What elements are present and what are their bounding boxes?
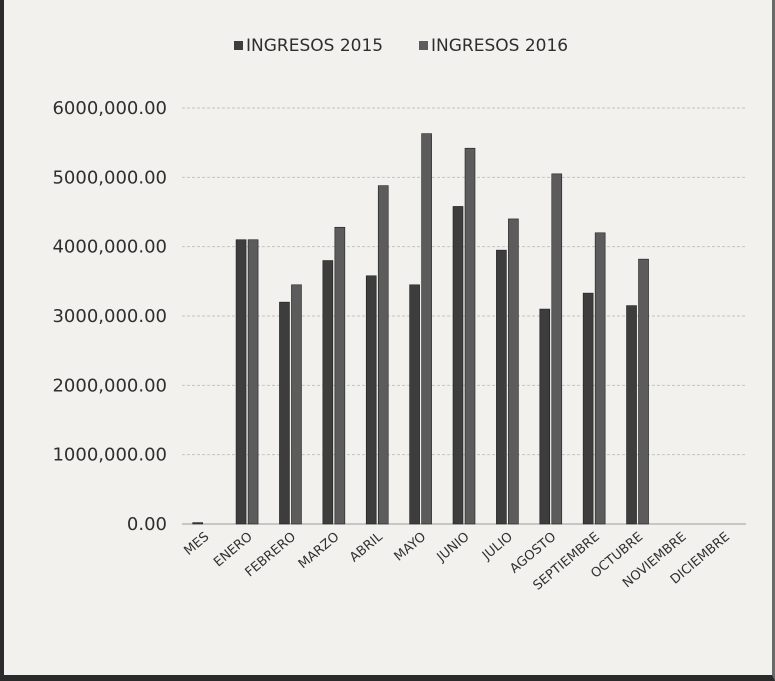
bar-2015-septiembre — [582, 292, 594, 525]
bar-2016-julio — [508, 218, 519, 525]
bar-2016-octubre — [638, 258, 649, 525]
bar-2015-abril — [365, 275, 377, 525]
legend-swatch — [419, 41, 428, 50]
bar-2015-mayo — [409, 284, 420, 525]
y-tick-label: 6000,000.00 — [52, 98, 167, 119]
bar-2015-julio — [496, 249, 507, 525]
y-axis-ticks: 0.00 1000,000.00 2000,000.00 3000,000.00 400… — [52, 98, 167, 535]
x-tick-label: ABRIL — [347, 529, 386, 565]
x-tick-label: JUNIO — [434, 530, 473, 566]
y-tick-label: 2000,000.00 — [52, 375, 167, 396]
bar-2016-enero — [247, 239, 259, 525]
gridlines — [182, 107, 746, 525]
bar-2016-marzo — [334, 226, 346, 525]
bar-2015-agosto — [539, 308, 551, 525]
bar-2016-junio — [464, 147, 476, 525]
legend-label: INGRESOS 2015 — [246, 36, 383, 56]
x-tick-label: JULIO — [479, 530, 516, 564]
bar-2015-marzo — [322, 260, 334, 525]
x-tick-label: MARZO — [296, 530, 343, 573]
bar-chart: 0.00 1000,000.00 2000,000.00 3000,000.00 400… — [52, 36, 746, 594]
x-tick-label: MES — [181, 530, 212, 559]
bar-2016-abril — [377, 185, 389, 525]
y-tick-label: 1000,000.00 — [52, 445, 167, 466]
y-tick-label: 3000,000.00 — [52, 306, 167, 327]
bar-2015-octubre — [626, 305, 637, 525]
y-tick-label: 0.00 — [127, 514, 167, 535]
bar-2015-febrero — [279, 301, 290, 525]
y-tick-label: 5000,000.00 — [52, 167, 167, 188]
bar-2016-agosto — [551, 173, 563, 525]
bar-2016-mayo — [421, 133, 432, 525]
legend-swatch — [234, 41, 243, 50]
bar-2015-junio — [452, 206, 464, 525]
x-tick-label: MAYO — [392, 530, 430, 565]
bars — [192, 133, 649, 525]
bar-2015-mes — [192, 522, 203, 525]
legend: INGRESOS 2015 INGRESOS 2016 — [234, 36, 568, 56]
bar-2016-septiembre — [594, 232, 606, 525]
legend-label: INGRESOS 2016 — [431, 36, 568, 56]
y-tick-label: 4000,000.00 — [52, 237, 167, 258]
bar-2015-enero — [235, 239, 247, 525]
bar-2016-febrero — [291, 284, 302, 525]
